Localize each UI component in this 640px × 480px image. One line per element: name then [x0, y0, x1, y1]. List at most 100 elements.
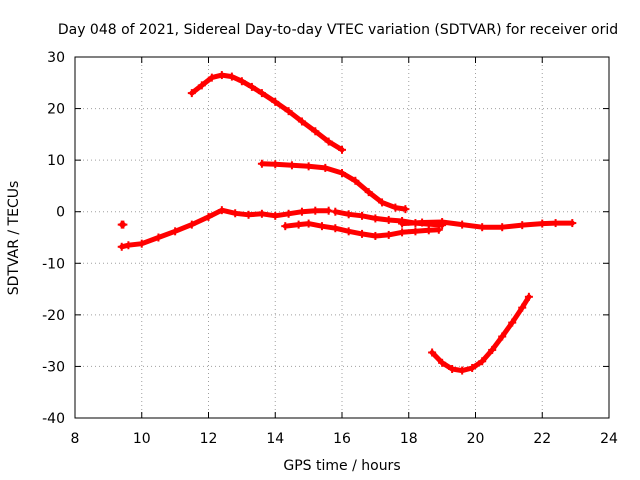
data-point — [378, 198, 387, 207]
y-tick-label: 0 — [56, 205, 65, 221]
y-axis-label: SDTVAR / TECUs — [6, 181, 22, 296]
data-point — [518, 303, 527, 312]
data-point — [344, 210, 353, 219]
data-point — [237, 77, 246, 86]
data-point — [297, 207, 306, 216]
x-tick-label: 8 — [71, 431, 80, 447]
data-point — [244, 210, 253, 219]
series-arc-3 — [189, 72, 345, 153]
data-point — [401, 205, 410, 214]
data-point — [304, 162, 313, 171]
data-point — [204, 212, 213, 221]
x-tick-label: 20 — [467, 431, 485, 447]
y-tick-label: 20 — [47, 102, 65, 118]
data-point — [478, 357, 487, 366]
data-point — [438, 218, 447, 227]
data-point — [271, 211, 280, 220]
x-tick-label: 22 — [533, 431, 551, 447]
y-tick-label: -20 — [42, 308, 65, 324]
data-point — [391, 203, 400, 212]
data-point — [338, 145, 346, 154]
data-point — [478, 223, 487, 232]
data-point — [317, 222, 326, 231]
data-point — [297, 117, 306, 126]
data-point — [187, 220, 196, 229]
data-point — [324, 137, 333, 146]
data-point — [551, 219, 560, 228]
data-point — [498, 332, 507, 341]
data-point — [207, 73, 216, 82]
x-tick-label: 12 — [200, 431, 218, 447]
data-point — [231, 209, 240, 218]
data-point — [398, 228, 407, 237]
data-point — [458, 366, 467, 375]
data-point — [321, 163, 330, 172]
data-point — [284, 107, 293, 116]
data-point — [287, 161, 296, 170]
series-arc-2 — [119, 207, 332, 250]
data-point — [398, 219, 407, 228]
data-point — [227, 72, 236, 81]
series-arc-8 — [429, 294, 532, 374]
data-point — [311, 206, 320, 215]
x-tick-label: 14 — [266, 431, 284, 447]
grid-layer — [75, 57, 609, 418]
data-point — [524, 292, 533, 301]
data-point — [294, 220, 303, 229]
x-tick-label: 10 — [133, 431, 151, 447]
data-point — [171, 227, 180, 236]
data-point — [217, 206, 226, 215]
data-point — [538, 219, 547, 228]
data-point — [257, 89, 266, 98]
data-point — [331, 224, 340, 233]
data-point — [344, 227, 353, 236]
data-point — [384, 215, 393, 224]
data-point — [338, 169, 346, 178]
data-point — [124, 241, 133, 250]
series-layer — [117, 71, 577, 375]
data-point — [371, 214, 380, 223]
data-point — [434, 225, 443, 234]
data-point — [568, 219, 577, 228]
data-point — [351, 176, 360, 185]
data-point — [247, 82, 256, 91]
data-point — [119, 220, 128, 229]
tick-layer: 8 10 12 14 16 18 20 22 24 -40 -30 -20 -10 0 10 20 30 — [42, 50, 618, 447]
x-axis-label: GPS time / hours — [283, 458, 400, 474]
data-point — [137, 239, 146, 248]
data-point — [371, 231, 380, 240]
data-point — [358, 211, 367, 220]
data-point — [117, 242, 126, 251]
data-point — [498, 223, 507, 232]
y-tick-label: -40 — [42, 411, 65, 427]
x-tick-label: 16 — [333, 431, 351, 447]
data-point — [518, 221, 527, 230]
data-point — [488, 345, 497, 354]
x-tick-label: 18 — [400, 431, 418, 447]
data-point — [324, 206, 333, 215]
y-tick-label: 30 — [47, 50, 65, 66]
data-point — [281, 222, 290, 231]
data-point — [468, 363, 477, 372]
data-point — [438, 358, 447, 367]
x-tick-label: 24 — [600, 431, 618, 447]
data-point — [187, 89, 196, 98]
data-point — [257, 209, 266, 218]
data-point — [364, 188, 373, 197]
data-point — [284, 209, 293, 218]
data-point — [331, 207, 340, 216]
data-point — [458, 220, 467, 229]
series-arc-7 — [399, 219, 575, 230]
data-point — [411, 227, 420, 236]
data-point — [311, 127, 320, 136]
data-point — [358, 229, 367, 238]
data-point — [448, 365, 457, 374]
data-point — [418, 218, 427, 227]
y-tick-label: -10 — [42, 256, 65, 272]
data-point — [271, 160, 280, 169]
data-point — [424, 226, 433, 235]
data-point — [428, 348, 437, 357]
data-point — [197, 81, 206, 90]
data-point — [384, 230, 393, 239]
